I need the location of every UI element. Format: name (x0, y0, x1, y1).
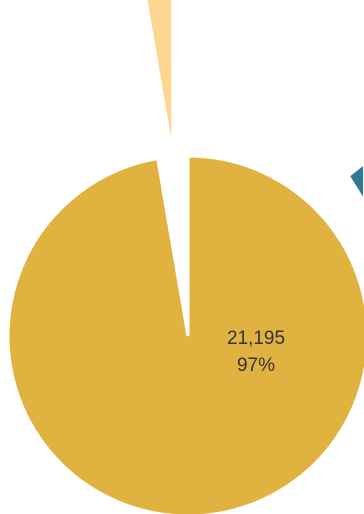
slice-value-label-0: 21,195 (227, 328, 285, 349)
partial-chart-fragment (347, 162, 364, 202)
pie-slice-0 (6, 154, 364, 514)
pie-slice-1 (144, 0, 175, 157)
slices-layer (6, 0, 364, 514)
slice-percent-label-0: 97% (237, 355, 275, 376)
